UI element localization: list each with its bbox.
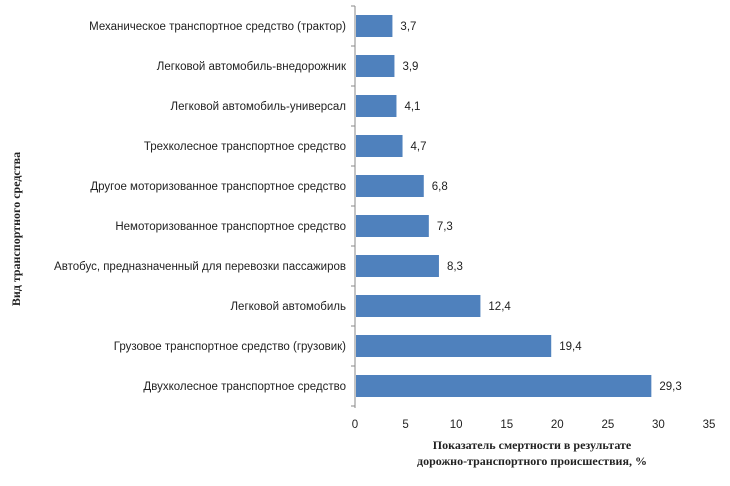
- x-axis-title-line2: дорожно-транспортного происшествия, %: [417, 454, 647, 468]
- category-label: Механическое транспортное средство (трак…: [89, 21, 346, 33]
- category-label: Грузовое транспортное средство (грузовик…: [114, 341, 346, 353]
- data-label: 19,4: [559, 341, 582, 353]
- data-label: 29,3: [659, 381, 681, 393]
- bar: [356, 375, 652, 397]
- category-label: Двухколесное транспортное средство: [143, 381, 346, 393]
- data-label: 3,9: [402, 61, 418, 73]
- x-tick-label: 15: [500, 419, 513, 431]
- bar: [356, 55, 395, 77]
- x-tick-label: 10: [450, 419, 463, 431]
- x-tick-label: 30: [652, 419, 665, 431]
- x-axis-title-line1: Показатель смертности в результате: [433, 438, 632, 452]
- x-tick-label: 25: [601, 419, 614, 431]
- data-label: 8,3: [447, 261, 463, 273]
- data-label: 4,1: [404, 101, 420, 113]
- data-label: 12,4: [488, 301, 511, 313]
- category-label: Немоторизованное транспортное средство: [115, 221, 346, 233]
- data-label: 7,3: [437, 221, 453, 233]
- category-label: Легковой автомобиль: [231, 301, 347, 313]
- category-label: Легковой автомобиль-внедорожник: [157, 61, 347, 73]
- plot-area: 0 5 10 15 20 25 30 35 Механическое транспортное …: [54, 5, 716, 431]
- bar: [356, 255, 439, 277]
- data-label: 3,7: [400, 21, 416, 33]
- x-tick-label: 0: [352, 419, 358, 431]
- x-tick-label: 20: [551, 419, 564, 431]
- data-label: 6,8: [432, 181, 448, 193]
- category-label: Автобус, предназначенный для перевозки п…: [54, 261, 346, 273]
- y-axis-title: Вид транспортного средства: [9, 152, 23, 306]
- category-label: Легковой автомобиль-универсал: [171, 101, 346, 113]
- bar: [356, 215, 429, 237]
- category-label: Трехколесное транспортное средство: [144, 141, 346, 153]
- bar: [356, 15, 393, 37]
- bar: [356, 295, 481, 317]
- bar: [356, 175, 424, 197]
- category-label: Другое моторизованное транспортное средс…: [90, 181, 346, 193]
- bar: [356, 95, 397, 117]
- x-tick-label: 5: [402, 419, 408, 431]
- x-tick-label: 35: [703, 419, 716, 431]
- bar: [356, 135, 403, 157]
- bar: [356, 335, 552, 357]
- data-label: 4,7: [411, 141, 427, 153]
